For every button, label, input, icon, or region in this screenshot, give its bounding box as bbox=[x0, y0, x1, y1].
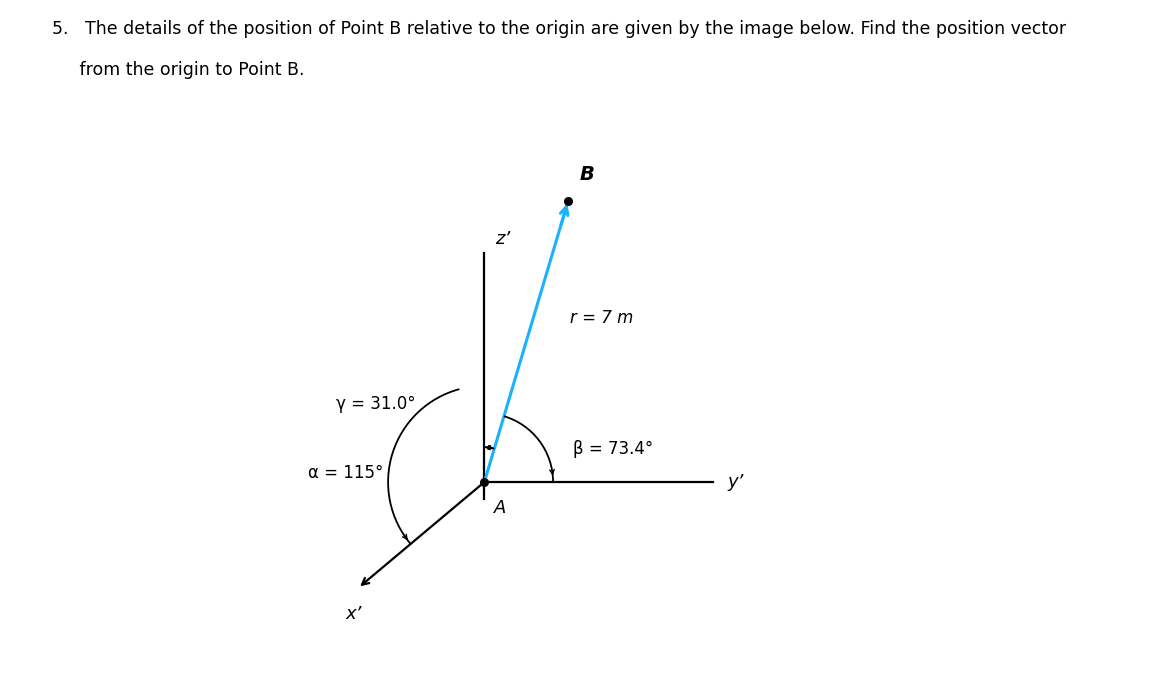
Text: 5.   The details of the position of Point B relative to the origin are given by : 5. The details of the position of Point … bbox=[52, 20, 1066, 39]
Text: from the origin to Point B.: from the origin to Point B. bbox=[52, 61, 304, 79]
Text: B: B bbox=[579, 166, 594, 185]
Text: α = 115°: α = 115° bbox=[308, 464, 384, 482]
Text: β = 73.4°: β = 73.4° bbox=[574, 440, 653, 458]
Text: γ = 31.0°: γ = 31.0° bbox=[336, 395, 416, 414]
Text: y’: y’ bbox=[727, 473, 744, 491]
Text: r = 7 m: r = 7 m bbox=[570, 309, 634, 327]
Text: x’: x’ bbox=[346, 604, 362, 623]
Text: z’: z’ bbox=[495, 230, 510, 249]
Text: A: A bbox=[493, 498, 506, 517]
